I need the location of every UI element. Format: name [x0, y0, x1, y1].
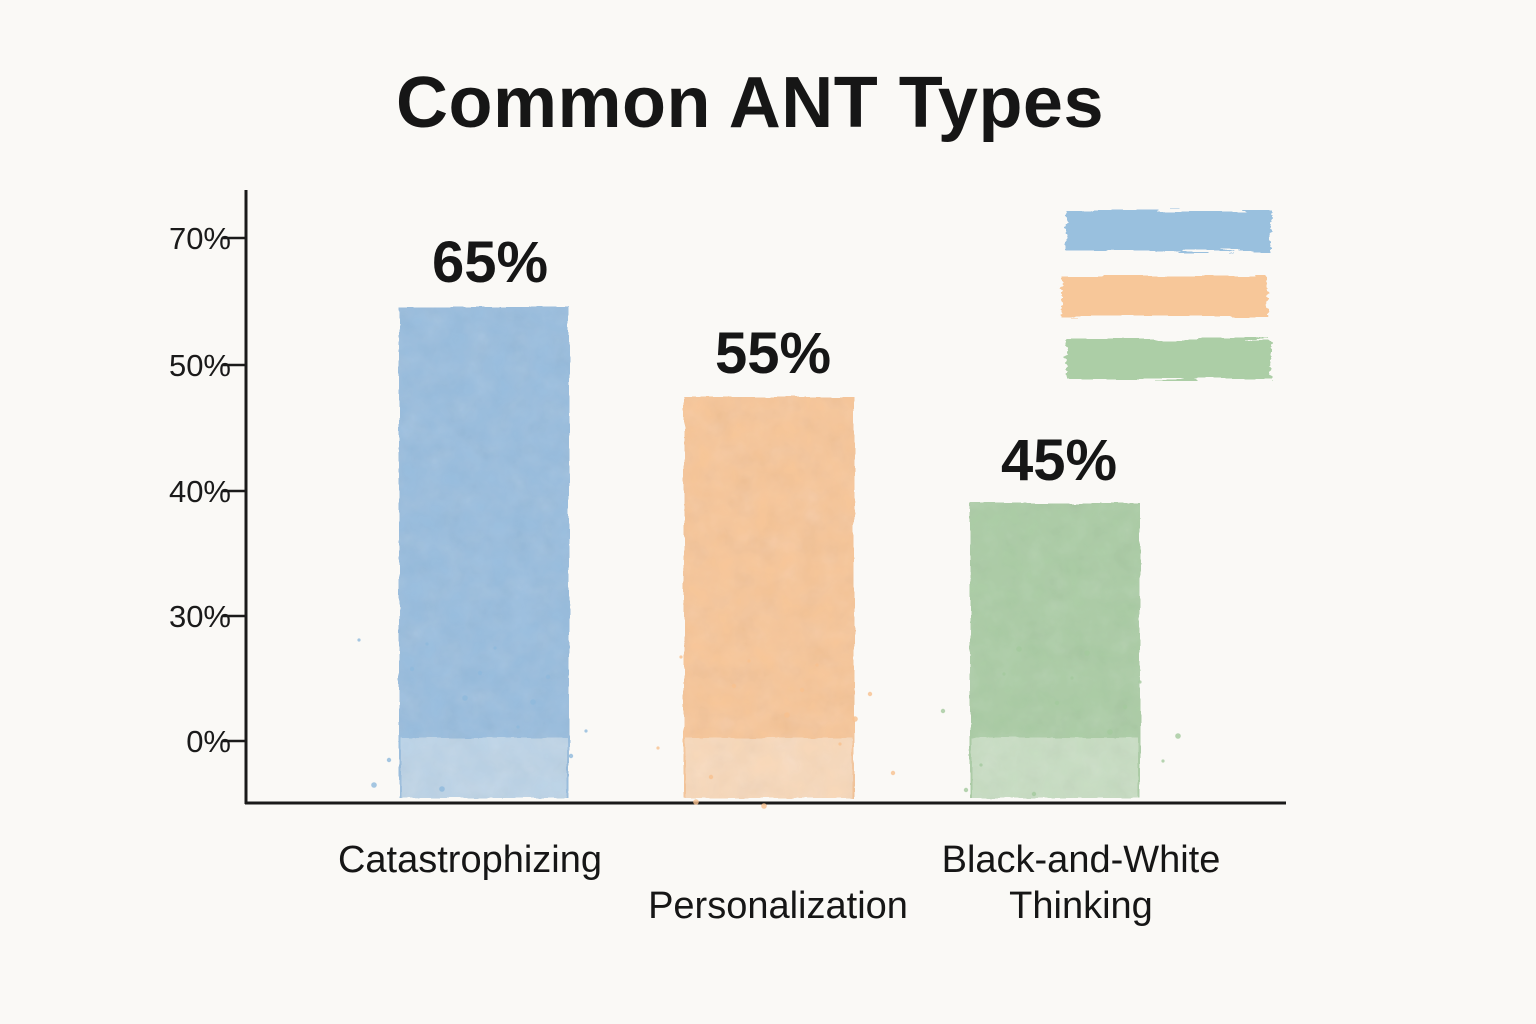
- y-tick-label: 40%: [169, 474, 231, 509]
- bar-fade: [686, 738, 852, 798]
- bar-speckle: [656, 746, 660, 750]
- x-category-label: Black-and-White Thinking: [942, 839, 1221, 927]
- bar-speckle: [477, 670, 483, 676]
- data-label: 55%: [715, 321, 831, 386]
- bar-speckle: [838, 742, 842, 746]
- legend-swatch: [1066, 211, 1271, 251]
- bar-speckle: [1161, 759, 1165, 763]
- bar-speckle: [963, 787, 969, 793]
- bar-speckle: [761, 803, 767, 809]
- bar-speckle: [679, 655, 683, 659]
- bar-group: 65%: [357, 230, 588, 798]
- bar-speckle: [1070, 676, 1074, 680]
- axes: 0% 30% 40% 50% 70% Catastrophizing Personaliza…: [169, 190, 1286, 927]
- bar-speckle: [940, 708, 946, 714]
- bar-speckle: [530, 699, 536, 705]
- bar-group: 55%: [656, 321, 896, 809]
- bar-speckle: [1031, 791, 1037, 797]
- data-label: 45%: [1001, 428, 1117, 493]
- bar-speckle: [890, 770, 896, 776]
- bar-speckle: [784, 712, 790, 718]
- bar-speckle: [386, 757, 392, 763]
- bar-speckle: [979, 763, 983, 767]
- bar: [684, 397, 854, 798]
- bar-fade: [401, 738, 567, 798]
- bar-speckle: [584, 729, 588, 733]
- bar-speckle: [371, 782, 377, 788]
- data-label: 65%: [432, 230, 548, 295]
- legend-swatch: [1062, 276, 1267, 316]
- chart-title: Common ANT Types: [395, 63, 1105, 143]
- bar-speckle: [1002, 672, 1006, 676]
- bar-speckle: [731, 683, 737, 689]
- bar-speckle: [747, 659, 751, 663]
- y-tick-label: 30%: [169, 599, 231, 634]
- legend-swatch: [1066, 339, 1271, 379]
- bar: [399, 307, 569, 798]
- bar-speckle: [1138, 680, 1142, 684]
- bar-speckle: [493, 646, 497, 650]
- bar-speckle: [1054, 700, 1060, 706]
- y-tick-label: 0%: [186, 724, 231, 759]
- y-tick-label: 70%: [169, 221, 231, 256]
- bar-speckle: [1107, 729, 1113, 735]
- bar-speckle: [867, 691, 873, 697]
- bar-speckle: [462, 695, 468, 701]
- bar-group: 45%: [940, 428, 1181, 798]
- legend: [1062, 211, 1271, 379]
- bars: 65% 55% 45%: [357, 230, 1181, 809]
- bar-speckle: [708, 774, 714, 780]
- x-category-label: Personalization: [648, 885, 908, 927]
- bar-speckle: [1122, 704, 1128, 710]
- bar-speckle: [852, 716, 858, 722]
- y-tick-label: 50%: [169, 348, 231, 383]
- bar-speckle: [516, 725, 520, 729]
- bar-speckle: [815, 663, 819, 667]
- bar-speckle: [545, 674, 551, 680]
- x-category-label: Catastrophizing: [338, 839, 602, 881]
- bar-speckle: [1175, 733, 1181, 739]
- bar-speckle: [568, 753, 574, 759]
- bar-speckle: [1084, 650, 1090, 656]
- bar-speckle: [439, 786, 445, 792]
- bar-speckle: [693, 799, 699, 805]
- bar-speckle: [799, 687, 805, 693]
- bar-speckle: [425, 642, 429, 646]
- bar-fade: [972, 738, 1138, 798]
- bar-speckle: [1016, 646, 1022, 652]
- bar-speckle: [409, 666, 415, 672]
- bar-speckle: [357, 638, 361, 642]
